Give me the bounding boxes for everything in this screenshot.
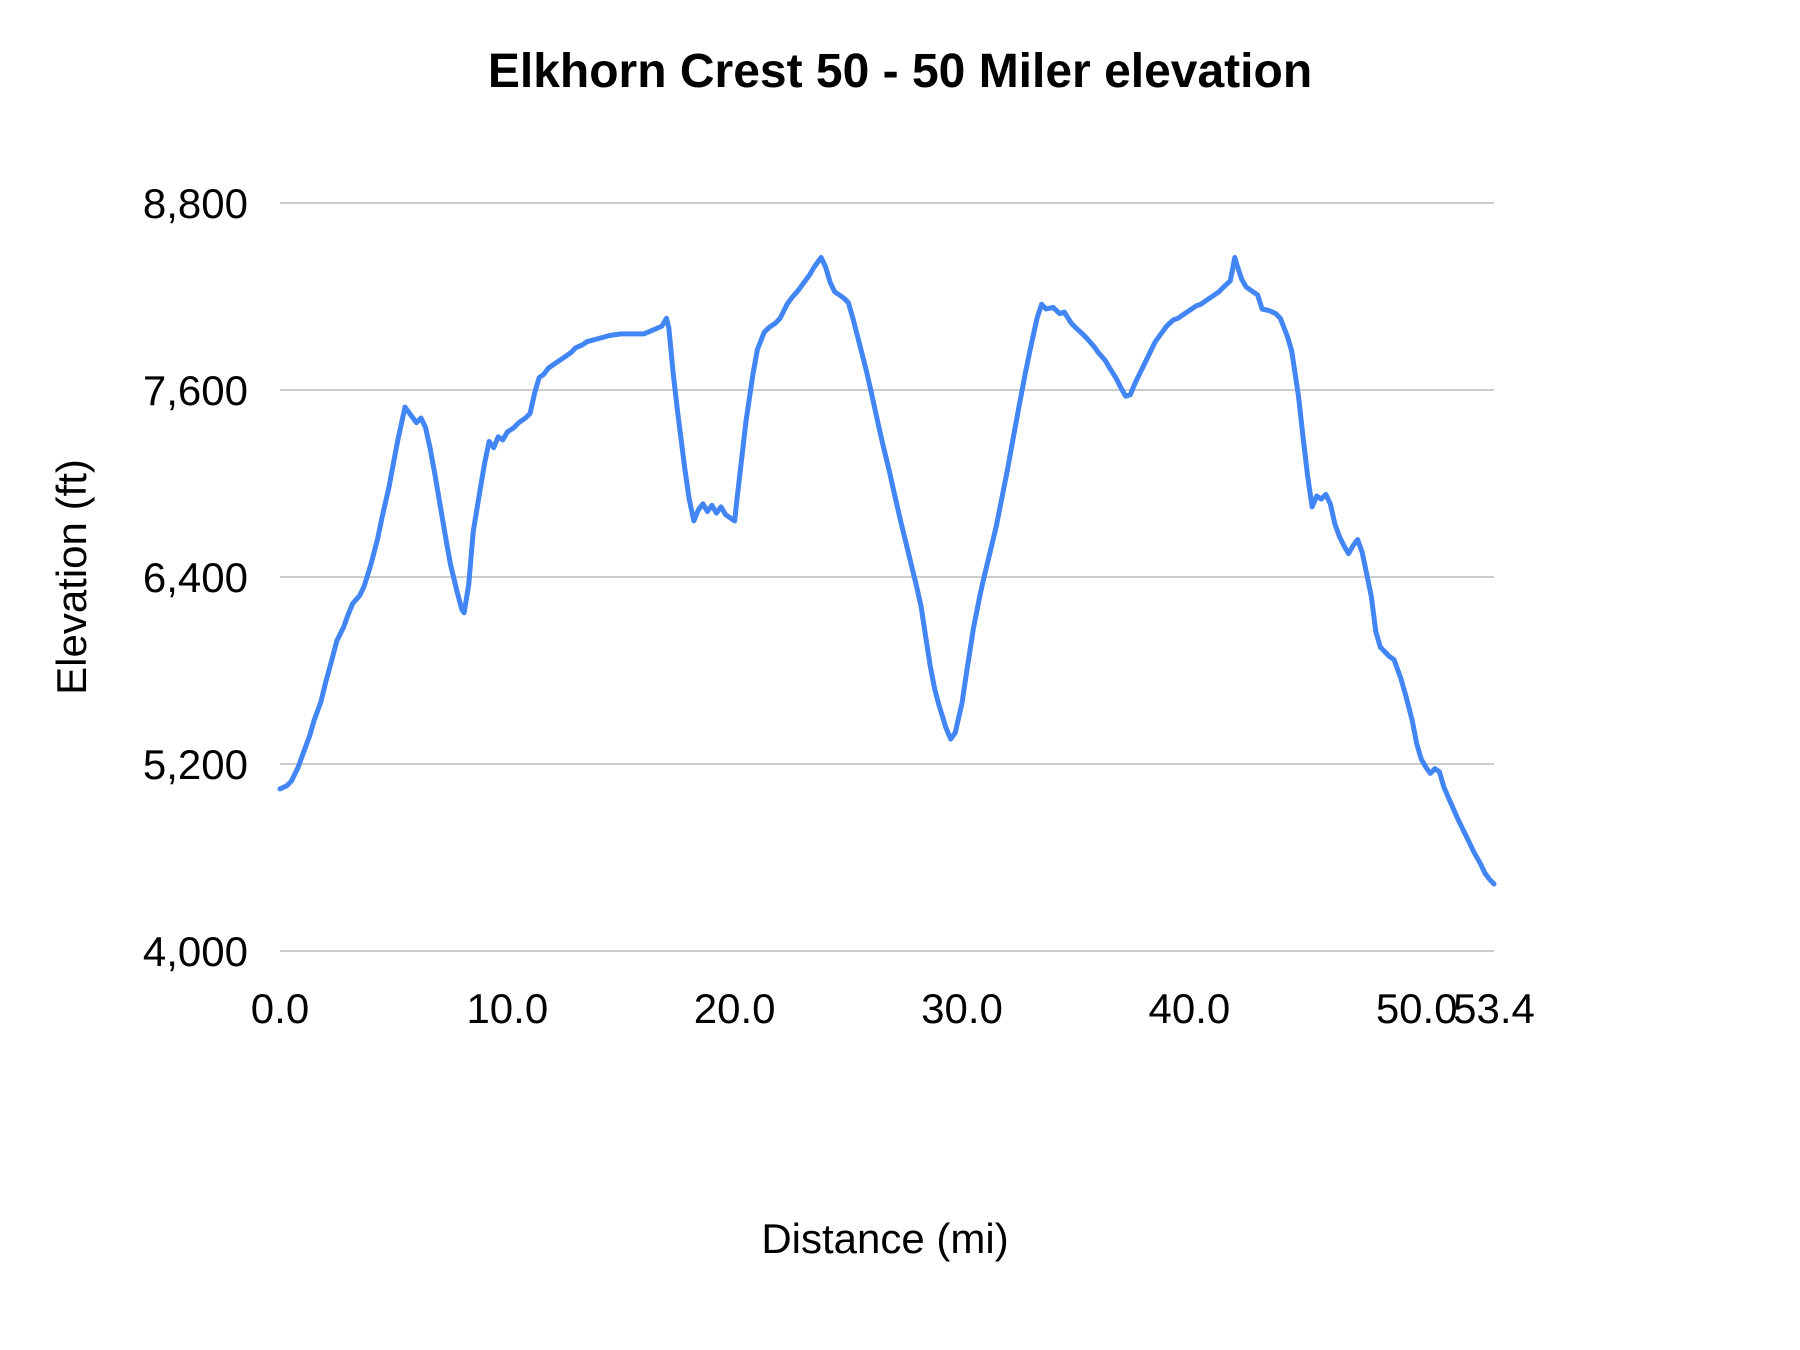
x-tick-label: 30.0 <box>921 985 1003 1032</box>
y-tick-label: 6,400 <box>143 554 248 601</box>
y-tick-label: 7,600 <box>143 367 248 414</box>
elevation-line <box>277 255 1497 887</box>
x-tick-label: 40.0 <box>1148 985 1230 1032</box>
y-tick-label: 4,000 <box>143 928 248 975</box>
x-tick-label: 53.4 <box>1453 985 1535 1032</box>
x-axis-title: Distance (mi) <box>761 1215 1009 1262</box>
x-tick-label: 0.0 <box>251 985 309 1032</box>
y-axis-title: Elevation (ft) <box>48 459 95 695</box>
x-tick-label: 20.0 <box>694 985 776 1032</box>
y-tick-label: 8,800 <box>143 180 248 227</box>
x-tick-label: 10.0 <box>466 985 548 1032</box>
chart-title: Elkhorn Crest 50 - 50 Miler elevation <box>487 45 1313 98</box>
y-tick-label: 5,200 <box>143 741 248 788</box>
x-tick-label: 50.0 <box>1376 985 1458 1032</box>
